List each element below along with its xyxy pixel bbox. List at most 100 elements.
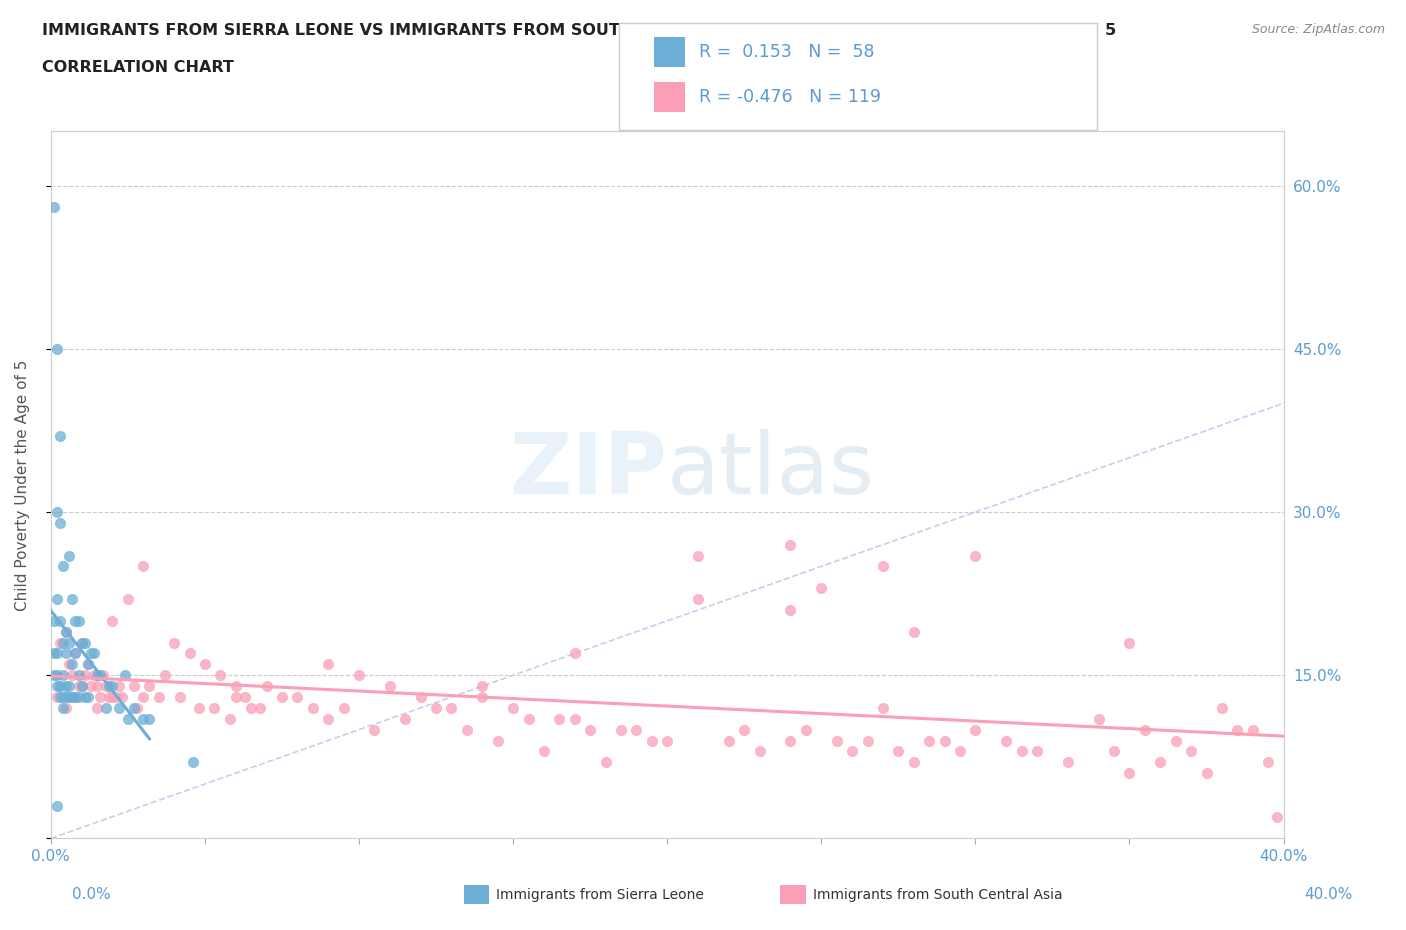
Point bbox=[256, 679, 278, 694]
Point bbox=[202, 700, 225, 715]
Point bbox=[104, 689, 127, 704]
Point bbox=[456, 723, 478, 737]
Point bbox=[91, 668, 114, 683]
Point bbox=[486, 733, 509, 748]
Point bbox=[657, 733, 679, 748]
Point bbox=[934, 733, 956, 748]
Point bbox=[347, 668, 370, 683]
Point bbox=[67, 668, 90, 683]
Point bbox=[96, 679, 118, 694]
Point bbox=[1211, 700, 1233, 715]
Point bbox=[1118, 765, 1140, 780]
Point bbox=[903, 755, 925, 770]
Point bbox=[42, 614, 65, 629]
Point bbox=[42, 646, 65, 661]
Point bbox=[73, 635, 96, 650]
Point bbox=[471, 679, 494, 694]
Point bbox=[98, 689, 121, 704]
Point bbox=[872, 700, 894, 715]
Point bbox=[872, 559, 894, 574]
Point bbox=[73, 689, 96, 704]
Point bbox=[181, 755, 204, 770]
Point bbox=[114, 668, 136, 683]
Point bbox=[55, 646, 77, 661]
Point bbox=[995, 733, 1018, 748]
Point bbox=[1180, 744, 1202, 759]
Point bbox=[58, 657, 80, 671]
Point bbox=[46, 689, 69, 704]
Point bbox=[225, 679, 247, 694]
Text: IMMIGRANTS FROM SIERRA LEONE VS IMMIGRANTS FROM SOUTH CENTRAL ASIA CHILD POVERTY: IMMIGRANTS FROM SIERRA LEONE VS IMMIGRAN… bbox=[42, 23, 1116, 38]
Point bbox=[409, 689, 432, 704]
Point bbox=[80, 646, 103, 661]
Point bbox=[60, 689, 83, 704]
Point bbox=[132, 559, 155, 574]
Point bbox=[1102, 744, 1125, 759]
Point bbox=[287, 689, 309, 704]
Point bbox=[887, 744, 910, 759]
Point bbox=[86, 700, 108, 715]
Text: Source: ZipAtlas.com: Source: ZipAtlas.com bbox=[1251, 23, 1385, 36]
Point bbox=[316, 657, 339, 671]
Point bbox=[218, 711, 240, 726]
Point bbox=[117, 591, 139, 606]
Point bbox=[52, 635, 75, 650]
Point bbox=[564, 646, 586, 661]
Point bbox=[810, 580, 832, 595]
Point bbox=[96, 700, 118, 715]
Point bbox=[517, 711, 540, 726]
Point bbox=[86, 679, 108, 694]
Point bbox=[46, 798, 69, 813]
Point bbox=[65, 646, 87, 661]
Point bbox=[363, 723, 385, 737]
Point bbox=[233, 689, 256, 704]
Text: atlas: atlas bbox=[668, 430, 875, 512]
Point bbox=[65, 614, 87, 629]
Point bbox=[89, 668, 111, 683]
Point bbox=[1149, 755, 1171, 770]
Point bbox=[83, 646, 105, 661]
Point bbox=[132, 711, 155, 726]
Point bbox=[610, 723, 633, 737]
Point bbox=[841, 744, 863, 759]
Point bbox=[533, 744, 555, 759]
Point bbox=[55, 679, 77, 694]
Point bbox=[240, 700, 263, 715]
Point bbox=[52, 668, 75, 683]
Point bbox=[46, 591, 69, 606]
Point bbox=[49, 515, 72, 530]
Point bbox=[225, 689, 247, 704]
Point bbox=[83, 668, 105, 683]
Point bbox=[132, 689, 155, 704]
Point bbox=[965, 548, 987, 563]
Point bbox=[179, 646, 201, 661]
Point bbox=[641, 733, 664, 748]
Text: ZIP: ZIP bbox=[509, 430, 668, 512]
Point bbox=[76, 657, 98, 671]
Point bbox=[89, 689, 111, 704]
Point bbox=[502, 700, 524, 715]
Point bbox=[1087, 711, 1109, 726]
Point bbox=[1164, 733, 1187, 748]
Point bbox=[856, 733, 879, 748]
Point bbox=[101, 614, 124, 629]
Point bbox=[249, 700, 271, 715]
Point bbox=[579, 723, 602, 737]
Point bbox=[1056, 755, 1078, 770]
Point bbox=[626, 723, 648, 737]
Point bbox=[686, 591, 709, 606]
Point bbox=[1195, 765, 1218, 780]
Point bbox=[58, 635, 80, 650]
Point bbox=[55, 700, 77, 715]
Point bbox=[46, 341, 69, 356]
Point bbox=[148, 689, 170, 704]
Point bbox=[73, 668, 96, 683]
Point bbox=[717, 733, 740, 748]
Point bbox=[779, 603, 801, 618]
Point bbox=[949, 744, 972, 759]
Point bbox=[918, 733, 941, 748]
Point bbox=[60, 668, 83, 683]
Point bbox=[779, 733, 801, 748]
Point bbox=[794, 723, 817, 737]
Point bbox=[1026, 744, 1049, 759]
